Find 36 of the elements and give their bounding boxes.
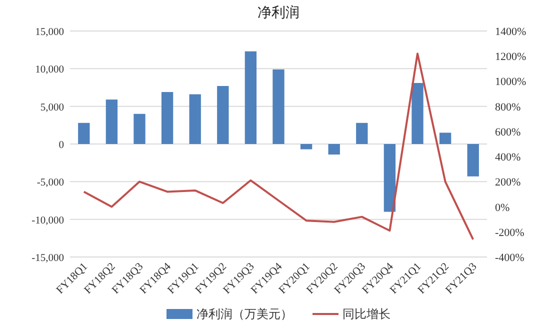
y-tick-label: 15,000: [35, 27, 64, 38]
bar: [244, 51, 257, 144]
bar: [134, 114, 146, 144]
y2-tick-label: 1000%: [495, 76, 526, 88]
y-tick-label: 0: [58, 140, 64, 151]
y-tick-label: -10,000: [32, 215, 64, 226]
y2-tick-label: -200%: [495, 226, 524, 239]
bar: [384, 144, 396, 212]
bar: [300, 144, 312, 150]
y2-tick-label: 1200%: [495, 51, 526, 64]
bar: [467, 144, 479, 176]
y-tick-label: -5,000: [36, 178, 64, 189]
y-tick-label: -15,000: [32, 253, 64, 264]
bar: [356, 122, 368, 144]
y2-tick-label: 1400%: [495, 26, 526, 38]
bar: [412, 82, 424, 144]
y2-tick-label: 200%: [495, 176, 521, 189]
y-tick-label: 5,000: [40, 102, 64, 114]
line-series: [82, 52, 474, 240]
legend-label: 净利润（万美元）: [196, 307, 292, 321]
bar: [272, 69, 284, 144]
chart-title: 净利润: [258, 5, 300, 21]
y2-tick-label: 400%: [495, 152, 521, 164]
bar: [328, 144, 340, 155]
bar: [439, 132, 452, 144]
y2-tick-label: -400%: [495, 252, 524, 264]
bar: [78, 122, 90, 144]
y2-tick-label: 0%: [495, 202, 510, 214]
bar: [217, 86, 229, 144]
bar: [161, 92, 174, 144]
y2-tick-label: 600%: [495, 126, 521, 138]
y-tick-label: 10,000: [35, 64, 64, 76]
bar: [106, 100, 118, 144]
y2-tick-label: 800%: [495, 101, 521, 114]
bar: [189, 94, 201, 144]
legend-label: 同比增长: [342, 307, 390, 321]
